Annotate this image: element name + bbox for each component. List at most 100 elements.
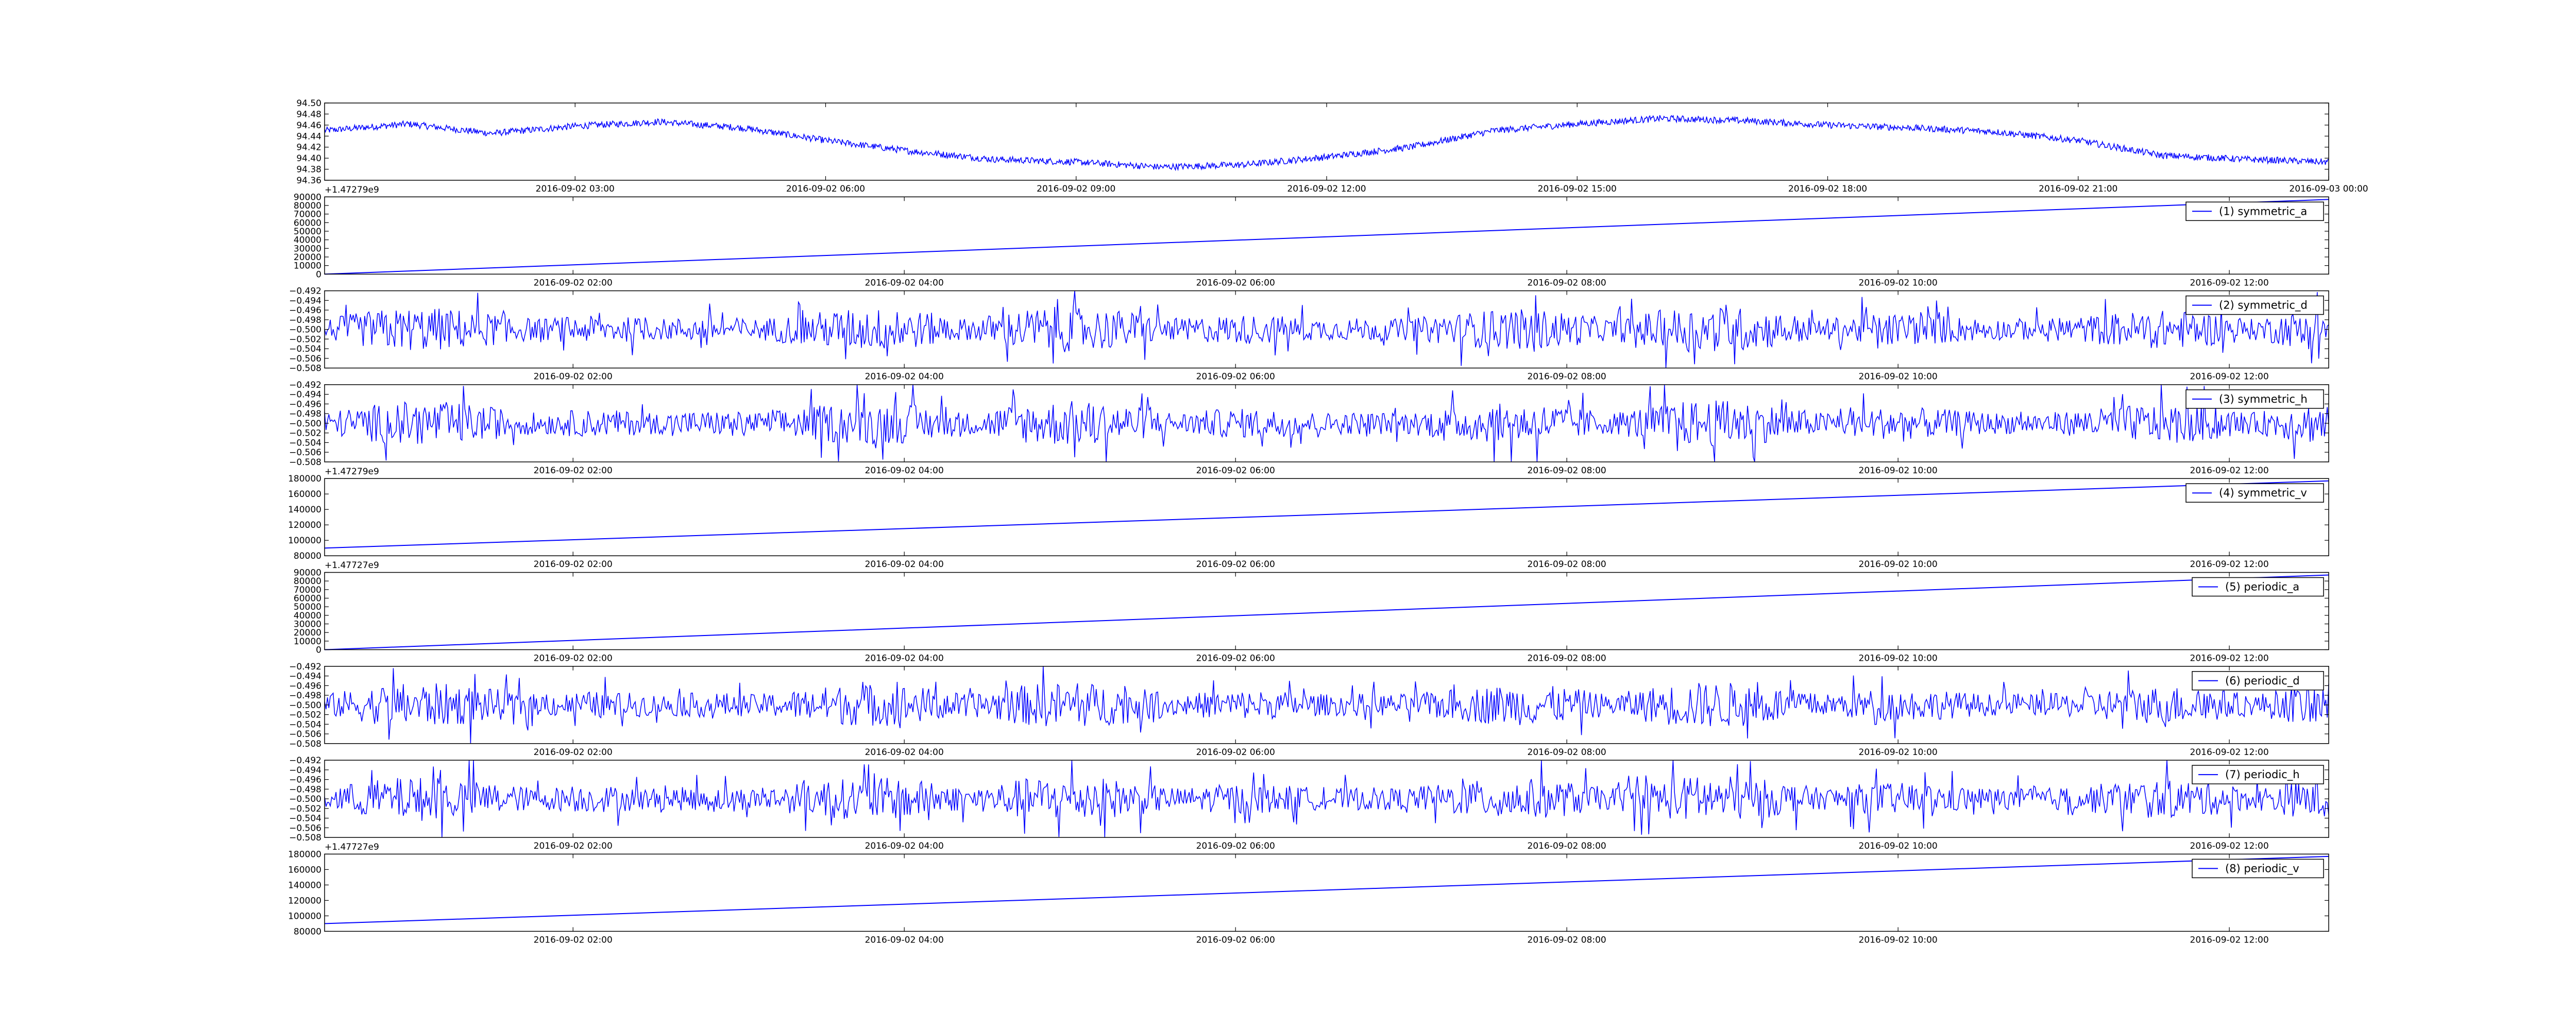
x-tick-label: 2016-09-02 10:00 bbox=[1859, 654, 1938, 664]
y-tick-label: 94.42 bbox=[296, 143, 321, 153]
y-tick-label: 60000 bbox=[294, 218, 321, 228]
x-tick-label: 2016-09-02 12:00 bbox=[2190, 654, 2269, 664]
legend-label: (1) symmetric_a bbox=[2219, 205, 2307, 218]
subplot-4: −0.508−0.506−0.504−0.502−0.500−0.498−0.4… bbox=[289, 380, 2329, 477]
y-tick-label: 50000 bbox=[294, 227, 321, 237]
x-tick-label: 2016-09-02 06:00 bbox=[786, 184, 865, 194]
legend-label: (3) symmetric_h bbox=[2219, 393, 2308, 406]
y-tick-label: −0.506 bbox=[289, 729, 321, 740]
x-tick-label: 2016-09-02 10:00 bbox=[1859, 372, 1938, 382]
x-tick-label: 2016-09-02 08:00 bbox=[1528, 935, 1606, 945]
subplot-6: 0100002000030000400005000060000700008000… bbox=[294, 568, 2329, 664]
legend-label: (2) symmetric_d bbox=[2219, 299, 2308, 312]
x-tick-label: 2016-09-02 10:00 bbox=[1859, 747, 1938, 758]
y-tick-label: 70000 bbox=[294, 585, 321, 595]
y-tick-label: −0.500 bbox=[289, 794, 321, 804]
x-tick-label: 2016-09-02 06:00 bbox=[1196, 278, 1275, 288]
y-tick-label: −0.494 bbox=[289, 390, 321, 400]
series-line bbox=[324, 480, 2329, 549]
y-tick-label: 180000 bbox=[288, 474, 321, 484]
y-tick-label: −0.496 bbox=[289, 681, 321, 691]
y-tick-label: 50000 bbox=[294, 602, 321, 612]
x-tick-label: 2016-09-02 04:00 bbox=[865, 654, 944, 664]
y-tick-label: 120000 bbox=[288, 520, 321, 530]
y-tick-label: 80000 bbox=[294, 576, 321, 587]
x-tick-label: 2016-09-02 12:00 bbox=[1287, 184, 1366, 194]
y-tick-label: 80000 bbox=[294, 926, 321, 937]
legend: (4) symmetric_v bbox=[2185, 483, 2324, 503]
y-tick-label: −0.504 bbox=[289, 344, 321, 354]
y-tick-label: 20000 bbox=[294, 252, 321, 263]
x-tick-label: 2016-09-02 10:00 bbox=[1859, 559, 1938, 570]
x-tick-label: 2016-09-02 10:00 bbox=[1859, 278, 1938, 288]
x-tick-label: 2016-09-02 06:00 bbox=[1196, 466, 1275, 476]
y-tick-label: 10000 bbox=[294, 261, 321, 271]
subplot-5: 80000 100000 120000 140000 160000 180000 2016-… bbox=[288, 474, 2329, 571]
legend-label: (5) periodic_a bbox=[2225, 581, 2299, 594]
plot-frame bbox=[324, 384, 2329, 462]
x-tick-label: 2016-09-02 03:00 bbox=[536, 184, 615, 194]
x-tick-label: 2016-09-02 06:00 bbox=[1196, 559, 1275, 570]
y-tick-label: 10000 bbox=[294, 637, 321, 647]
x-tick-label: 2016-09-02 02:00 bbox=[534, 654, 613, 664]
y-tick-label: −0.508 bbox=[289, 364, 321, 374]
x-tick-label: 2016-09-02 06:00 bbox=[1196, 747, 1275, 758]
subplot-7: −0.508−0.506−0.504−0.502−0.500−0.498−0.4… bbox=[289, 662, 2329, 758]
y-tick-label: −0.502 bbox=[289, 710, 321, 720]
y-tick-label: −0.494 bbox=[289, 765, 321, 776]
y-tick-label: −0.506 bbox=[289, 354, 321, 364]
x-tick-label: 2016-09-02 08:00 bbox=[1528, 654, 1606, 664]
x-tick-label: 2016-09-02 02:00 bbox=[534, 466, 613, 476]
legend: (3) symmetric_h bbox=[2185, 389, 2324, 409]
axis-offset-label: +1.47727e9 bbox=[325, 842, 379, 852]
axis-offset-label: +1.47279e9 bbox=[325, 185, 379, 195]
series-line bbox=[324, 384, 2329, 462]
plot-frame bbox=[324, 478, 2329, 556]
subplot-2: 0100002000030000400005000060000700008000… bbox=[294, 192, 2329, 288]
y-tick-label: −0.496 bbox=[289, 399, 321, 409]
y-tick-label: 60000 bbox=[294, 594, 321, 604]
y-tick-label: −0.498 bbox=[289, 784, 321, 795]
legend-label: (8) periodic_v bbox=[2225, 862, 2299, 875]
series-line bbox=[324, 666, 2329, 744]
y-tick-label: −0.496 bbox=[289, 775, 321, 785]
x-tick-label: 2016-09-02 08:00 bbox=[1528, 278, 1606, 288]
legend: (2) symmetric_d bbox=[2185, 295, 2324, 315]
axis-offset-label: +1.47279e9 bbox=[325, 467, 379, 477]
x-tick-label: 2016-09-02 08:00 bbox=[1528, 841, 1606, 851]
x-tick-label: 2016-09-02 06:00 bbox=[1196, 654, 1275, 664]
legend: (5) periodic_a bbox=[2192, 577, 2324, 597]
y-tick-label: 30000 bbox=[294, 620, 321, 630]
legend: (6) periodic_d bbox=[2192, 671, 2324, 691]
series-line bbox=[324, 114, 2329, 171]
y-tick-label: 94.36 bbox=[296, 176, 321, 186]
x-tick-label: 2016-09-02 02:00 bbox=[534, 372, 613, 382]
y-tick-label: −0.504 bbox=[289, 719, 321, 730]
y-tick-label: 94.44 bbox=[296, 131, 321, 142]
y-tick-label: −0.502 bbox=[289, 334, 321, 345]
x-tick-label: 2016-09-02 08:00 bbox=[1528, 466, 1606, 476]
plot-frame bbox=[324, 760, 2329, 838]
y-tick-label: −0.492 bbox=[289, 380, 321, 390]
x-tick-label: 2016-09-02 06:00 bbox=[1196, 841, 1275, 851]
axis-offset-label: +1.47727e9 bbox=[325, 560, 379, 571]
y-tick-label: −0.508 bbox=[289, 833, 321, 843]
y-tick-label: 120000 bbox=[288, 896, 321, 906]
x-tick-label: 2016-09-02 10:00 bbox=[1859, 935, 1938, 945]
x-tick-label: 2016-09-02 04:00 bbox=[865, 559, 944, 570]
x-tick-label: 2016-09-02 12:00 bbox=[2190, 372, 2269, 382]
y-tick-label: 100000 bbox=[288, 536, 321, 546]
x-tick-label: 2016-09-02 18:00 bbox=[1788, 184, 1867, 194]
y-tick-label: 40000 bbox=[294, 235, 321, 246]
y-tick-label: −0.498 bbox=[289, 691, 321, 701]
x-tick-label: 2016-09-02 10:00 bbox=[1859, 466, 1938, 476]
y-tick-label: −0.494 bbox=[289, 672, 321, 682]
subplot-8: −0.508−0.506−0.504−0.502−0.500−0.498−0.4… bbox=[289, 756, 2329, 852]
series-line bbox=[324, 760, 2329, 838]
x-tick-label: 2016-09-02 12:00 bbox=[2190, 466, 2269, 476]
y-tick-label: −0.506 bbox=[289, 448, 321, 458]
x-tick-label: 2016-09-02 02:00 bbox=[534, 935, 613, 945]
x-tick-label: 2016-09-02 02:00 bbox=[534, 278, 613, 288]
x-tick-label: 2016-09-02 06:00 bbox=[1196, 935, 1275, 945]
y-tick-label: −0.498 bbox=[289, 409, 321, 419]
